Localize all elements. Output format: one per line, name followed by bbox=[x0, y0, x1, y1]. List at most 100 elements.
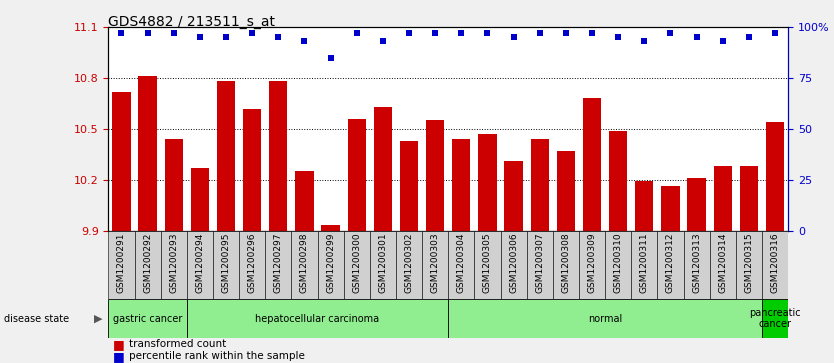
FancyBboxPatch shape bbox=[265, 231, 291, 299]
FancyBboxPatch shape bbox=[710, 231, 736, 299]
Point bbox=[560, 30, 573, 36]
Text: GSM1200303: GSM1200303 bbox=[430, 233, 440, 293]
Point bbox=[664, 30, 677, 36]
Point bbox=[219, 34, 233, 40]
FancyBboxPatch shape bbox=[161, 231, 187, 299]
FancyBboxPatch shape bbox=[527, 231, 553, 299]
FancyBboxPatch shape bbox=[239, 231, 265, 299]
Text: GSM1200311: GSM1200311 bbox=[640, 233, 649, 293]
FancyBboxPatch shape bbox=[684, 231, 710, 299]
FancyBboxPatch shape bbox=[108, 299, 187, 338]
Text: GSM1200296: GSM1200296 bbox=[248, 233, 257, 293]
Bar bbox=[583, 98, 601, 231]
Point bbox=[402, 30, 415, 36]
Bar bbox=[269, 81, 288, 231]
Text: GSM1200305: GSM1200305 bbox=[483, 233, 492, 293]
Point bbox=[742, 34, 756, 40]
Text: gastric cancer: gastric cancer bbox=[113, 314, 183, 323]
FancyBboxPatch shape bbox=[449, 299, 762, 338]
Point bbox=[193, 34, 207, 40]
FancyBboxPatch shape bbox=[213, 231, 239, 299]
Text: ■: ■ bbox=[113, 338, 124, 351]
FancyBboxPatch shape bbox=[657, 231, 684, 299]
Point bbox=[533, 30, 546, 36]
Point bbox=[167, 30, 180, 36]
Point bbox=[585, 30, 599, 36]
FancyBboxPatch shape bbox=[344, 231, 369, 299]
Bar bbox=[295, 171, 314, 231]
Text: GSM1200297: GSM1200297 bbox=[274, 233, 283, 293]
Text: GSM1200308: GSM1200308 bbox=[561, 233, 570, 293]
FancyBboxPatch shape bbox=[631, 231, 657, 299]
FancyBboxPatch shape bbox=[449, 231, 475, 299]
Point bbox=[245, 30, 259, 36]
Text: GSM1200312: GSM1200312 bbox=[666, 233, 675, 293]
Text: GSM1200292: GSM1200292 bbox=[143, 233, 152, 293]
Text: GSM1200314: GSM1200314 bbox=[718, 233, 727, 293]
FancyBboxPatch shape bbox=[291, 231, 318, 299]
Bar bbox=[400, 141, 418, 231]
Point bbox=[690, 34, 703, 40]
Bar bbox=[636, 182, 654, 231]
FancyBboxPatch shape bbox=[187, 231, 213, 299]
Bar bbox=[348, 119, 366, 231]
Text: hepatocellular carcinoma: hepatocellular carcinoma bbox=[255, 314, 379, 323]
FancyBboxPatch shape bbox=[762, 299, 788, 338]
Text: GSM1200310: GSM1200310 bbox=[614, 233, 623, 293]
Bar bbox=[217, 81, 235, 231]
FancyBboxPatch shape bbox=[762, 231, 788, 299]
Point bbox=[376, 38, 389, 44]
Point bbox=[324, 55, 337, 61]
FancyBboxPatch shape bbox=[736, 231, 762, 299]
Point bbox=[716, 38, 730, 44]
Bar bbox=[138, 76, 157, 231]
Bar bbox=[191, 168, 209, 231]
Bar bbox=[426, 121, 445, 231]
FancyBboxPatch shape bbox=[187, 299, 449, 338]
Bar bbox=[557, 151, 575, 231]
Text: GSM1200291: GSM1200291 bbox=[117, 233, 126, 293]
FancyBboxPatch shape bbox=[134, 231, 161, 299]
Text: GDS4882 / 213511_s_at: GDS4882 / 213511_s_at bbox=[108, 15, 275, 29]
Text: GSM1200300: GSM1200300 bbox=[352, 233, 361, 293]
Bar bbox=[766, 122, 784, 231]
Text: GSM1200315: GSM1200315 bbox=[745, 233, 753, 293]
Text: transformed count: transformed count bbox=[129, 339, 227, 349]
Point bbox=[429, 30, 442, 36]
Text: percentile rank within the sample: percentile rank within the sample bbox=[129, 351, 305, 362]
Text: disease state: disease state bbox=[4, 314, 69, 324]
Point bbox=[507, 34, 520, 40]
Point bbox=[350, 30, 364, 36]
Text: GSM1200307: GSM1200307 bbox=[535, 233, 545, 293]
Text: pancreatic
cancer: pancreatic cancer bbox=[749, 308, 801, 329]
Text: GSM1200309: GSM1200309 bbox=[588, 233, 596, 293]
Point bbox=[481, 30, 495, 36]
Text: GSM1200294: GSM1200294 bbox=[195, 233, 204, 293]
Text: GSM1200301: GSM1200301 bbox=[379, 233, 388, 293]
Bar bbox=[243, 109, 261, 231]
Bar bbox=[479, 134, 496, 231]
Bar bbox=[661, 187, 680, 231]
Text: GSM1200299: GSM1200299 bbox=[326, 233, 335, 293]
FancyBboxPatch shape bbox=[579, 231, 605, 299]
Bar bbox=[687, 178, 706, 231]
Point bbox=[115, 30, 128, 36]
Bar bbox=[740, 166, 758, 231]
FancyBboxPatch shape bbox=[108, 231, 134, 299]
Text: ▶: ▶ bbox=[94, 314, 103, 324]
Text: GSM1200304: GSM1200304 bbox=[457, 233, 466, 293]
Text: GSM1200298: GSM1200298 bbox=[300, 233, 309, 293]
Text: normal: normal bbox=[588, 314, 622, 323]
Point bbox=[768, 30, 781, 36]
Bar bbox=[505, 161, 523, 231]
FancyBboxPatch shape bbox=[475, 231, 500, 299]
FancyBboxPatch shape bbox=[369, 231, 396, 299]
FancyBboxPatch shape bbox=[500, 231, 527, 299]
Text: ■: ■ bbox=[113, 350, 124, 363]
Point bbox=[455, 30, 468, 36]
Point bbox=[638, 38, 651, 44]
Bar bbox=[714, 166, 732, 231]
Point bbox=[611, 34, 625, 40]
FancyBboxPatch shape bbox=[396, 231, 422, 299]
FancyBboxPatch shape bbox=[553, 231, 579, 299]
